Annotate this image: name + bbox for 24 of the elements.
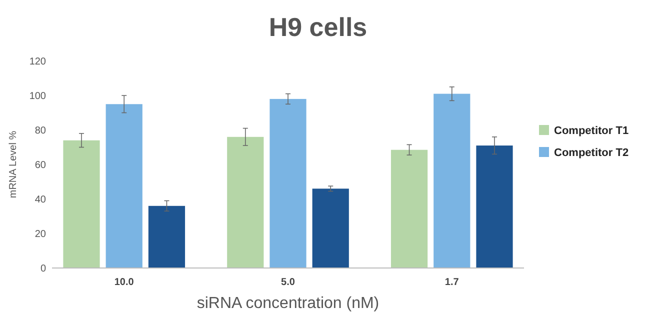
bar [148, 206, 186, 268]
x-tick-label: 10.0 [114, 277, 134, 288]
bar [270, 98, 306, 268]
y-tick-label: 0 [40, 264, 46, 274]
y-tick-label: 80 [34, 126, 46, 136]
legend-label: Competitor T1 [554, 125, 629, 137]
bar [476, 146, 513, 268]
y-axis-title: mRNA Level % [8, 130, 19, 198]
bar [434, 94, 470, 268]
y-tick-label: 60 [34, 160, 46, 171]
x-tick-label: 5.0 [281, 277, 296, 288]
y-tick-label: 120 [29, 56, 46, 68]
x-tick-label: 1.7 [444, 277, 460, 288]
chart-title: H9 cells [268, 12, 368, 42]
y-tick-label: 20 [34, 229, 46, 240]
bar [390, 150, 428, 268]
bar [106, 104, 142, 268]
y-tick-label: 40 [34, 194, 46, 206]
y-tick-label: 100 [29, 91, 46, 102]
x-axis-title: siRNA concentration (nM) [196, 295, 380, 312]
bar [227, 136, 264, 268]
bar [63, 140, 100, 268]
legend-label: Competitor T2 [554, 147, 629, 159]
bar [312, 188, 349, 268]
